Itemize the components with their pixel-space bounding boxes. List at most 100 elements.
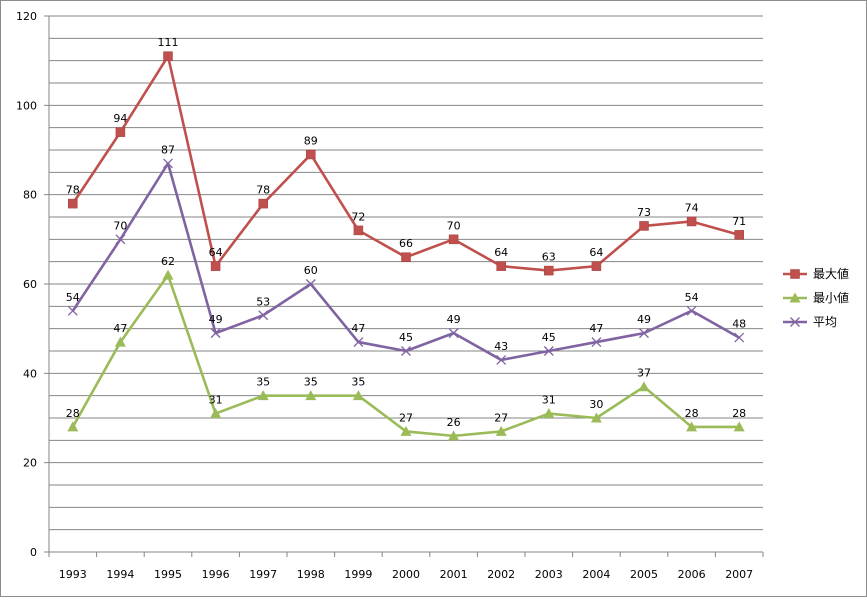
- data-label: 28: [685, 407, 699, 420]
- y-tick-label: 60: [23, 278, 37, 291]
- data-point: [496, 261, 506, 271]
- data-label: 111: [158, 36, 179, 49]
- legend-entry: 平均: [783, 315, 837, 329]
- data-point: [162, 269, 174, 280]
- data-label: 49: [209, 313, 223, 326]
- x-tick-label: 2005: [630, 568, 658, 581]
- data-label: 47: [351, 322, 365, 335]
- data-point: [448, 328, 459, 339]
- data-label: 28: [732, 407, 746, 420]
- data-label: 74: [685, 201, 699, 214]
- x-tick-label: 1994: [106, 568, 134, 581]
- axes: 0 20 40 60 80 100 120 1993 1994 1995 1996 1997 1998 1…: [16, 10, 764, 581]
- data-point: [353, 337, 364, 348]
- legend-entry: 最大値: [783, 266, 849, 281]
- data-point: [114, 336, 126, 347]
- data-point: [163, 158, 173, 169]
- data-point: [543, 346, 554, 356]
- data-label: 60: [304, 264, 318, 277]
- data-point: [401, 252, 411, 262]
- data-label: 53: [256, 295, 270, 308]
- legend-marker: [790, 269, 800, 279]
- data-point: [67, 421, 79, 432]
- data-point: [733, 421, 745, 432]
- data-point: [258, 310, 269, 321]
- y-tick-label: 80: [23, 189, 37, 202]
- x-tick-label: 2000: [392, 568, 420, 581]
- data-point: [353, 225, 364, 236]
- data-label: 78: [256, 184, 270, 197]
- data-point: [401, 346, 411, 356]
- data-point: [638, 381, 650, 392]
- data-label: 43: [494, 340, 508, 353]
- data-label: 47: [113, 322, 127, 335]
- data-label: 54: [685, 291, 699, 304]
- x-tick-label: 1998: [297, 568, 325, 581]
- data-label: 47: [589, 322, 603, 335]
- data-label: 87: [161, 143, 175, 156]
- legend-label: 最大値: [813, 266, 849, 281]
- legend-label: 最小値: [813, 290, 849, 305]
- x-tick-label: 2001: [440, 568, 468, 581]
- data-label: 71: [732, 215, 746, 228]
- data-point: [639, 328, 649, 339]
- x-tick-label: 2007: [725, 568, 753, 581]
- data-label: 28: [66, 407, 80, 420]
- data-point: [639, 221, 649, 231]
- data-point: [686, 305, 697, 316]
- y-tick-label: 40: [23, 367, 37, 380]
- legend-entry: 最小値: [783, 290, 849, 305]
- data-label: 27: [494, 411, 508, 424]
- data-point: [305, 279, 316, 289]
- data-label: 49: [447, 313, 461, 326]
- y-tick-label: 0: [30, 546, 37, 559]
- x-tick-label: 2003: [535, 568, 563, 581]
- data-point: [734, 230, 744, 240]
- data-label: 45: [399, 331, 413, 344]
- data-label: 64: [494, 246, 508, 259]
- data-point: [67, 305, 78, 316]
- data-label: 30: [589, 398, 603, 411]
- data-point: [210, 408, 222, 419]
- data-label: 70: [113, 219, 127, 232]
- data-point: [306, 149, 316, 160]
- x-tick-label: 2002: [487, 568, 515, 581]
- data-label: 78: [66, 184, 80, 197]
- data-label: 49: [637, 313, 651, 326]
- data-point: [210, 328, 221, 339]
- data-label: 45: [542, 331, 556, 344]
- legend-marker: [790, 317, 800, 327]
- x-tick-label: 1995: [154, 568, 182, 581]
- data-label: 35: [351, 376, 365, 389]
- data-point: [115, 127, 126, 137]
- data-point: [257, 390, 269, 401]
- legend-label: 平均: [813, 315, 837, 329]
- data-label: 54: [66, 291, 80, 304]
- data-label: 37: [637, 367, 651, 380]
- data-label: 94: [113, 112, 127, 125]
- x-tick-label: 2006: [678, 568, 706, 581]
- data-label: 31: [542, 394, 556, 407]
- x-tick-label: 1996: [202, 568, 230, 581]
- data-point: [448, 234, 459, 245]
- data-label: 64: [589, 246, 603, 259]
- data-label: 27: [399, 411, 413, 424]
- data-label: 73: [637, 206, 651, 219]
- data-point: [258, 198, 268, 209]
- data-label: 48: [732, 318, 746, 331]
- data-label: 66: [399, 237, 413, 250]
- data-point: [210, 261, 221, 271]
- x-tick-label: 1993: [59, 568, 87, 581]
- y-tick-label: 20: [23, 457, 37, 470]
- y-tick-label: 120: [16, 10, 37, 23]
- data-point: [352, 390, 364, 401]
- data-label: 35: [304, 376, 318, 389]
- data-point: [448, 430, 460, 441]
- x-tick-label: 1997: [249, 568, 277, 581]
- data-point: [305, 390, 317, 401]
- gridlines: [49, 15, 763, 553]
- data-point: [163, 51, 173, 61]
- data-point: [544, 265, 554, 276]
